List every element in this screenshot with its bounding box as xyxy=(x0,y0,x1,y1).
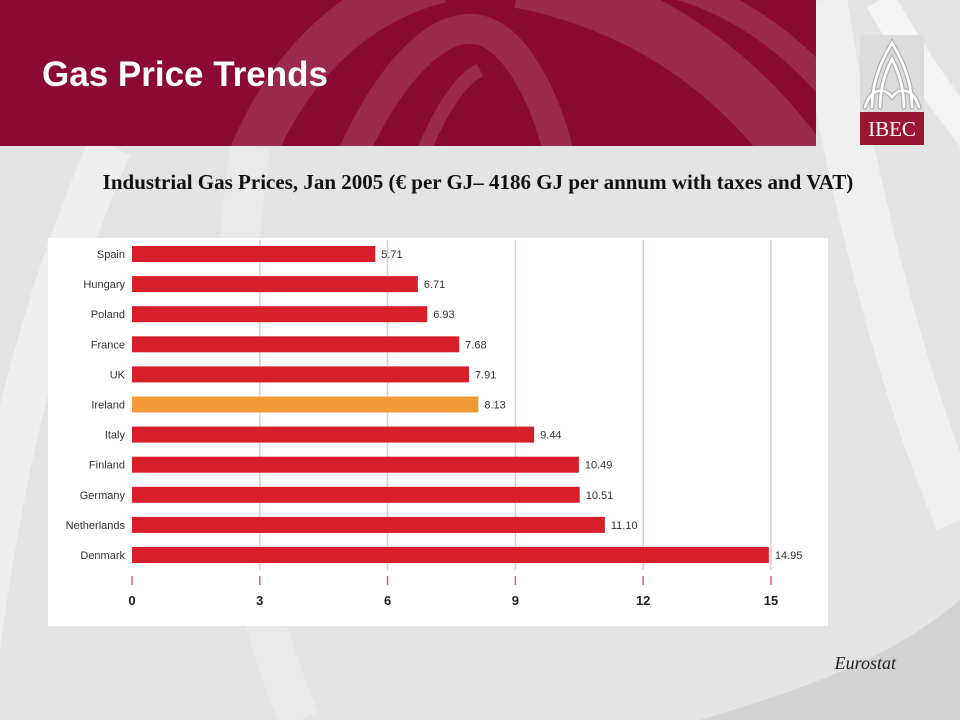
bar-poland xyxy=(132,306,428,323)
bar-chart: Spain 5.71 Hungary 6.71 Poland 6.93 France 7.68… xyxy=(48,238,828,626)
value-label-italy: 9.44 xyxy=(540,430,561,442)
category-label-italy: Italy xyxy=(105,430,126,442)
value-label-ireland: 8.13 xyxy=(484,400,505,412)
x-tick-label-0: 0 xyxy=(128,593,135,608)
logo-text: IBEC xyxy=(868,117,916,141)
arch-decoration xyxy=(797,0,960,530)
title-banner xyxy=(0,0,816,146)
x-tick-label-12: 12 xyxy=(636,593,650,608)
x-tick-label-15: 15 xyxy=(764,593,778,608)
category-label-uk: UK xyxy=(110,369,126,381)
bar-spain xyxy=(132,246,376,262)
logo-band xyxy=(860,112,924,145)
arch-decoration xyxy=(700,600,960,720)
arch-decoration xyxy=(866,0,960,147)
category-label-denmark: Denmark xyxy=(80,550,125,562)
category-label-netherlands: Netherlands xyxy=(66,520,126,532)
x-tick-label-6: 6 xyxy=(384,593,391,608)
x-tick-label-9: 9 xyxy=(512,593,519,608)
banner-arch-pattern xyxy=(230,0,816,146)
value-label-poland: 6.93 xyxy=(433,309,454,321)
value-label-netherlands: 11.10 xyxy=(611,520,638,532)
category-label-hungary: Hungary xyxy=(83,279,125,291)
category-label-spain: Spain xyxy=(97,249,125,261)
value-label-uk: 7.91 xyxy=(475,369,496,381)
category-label-poland: Poland xyxy=(91,309,125,321)
x-tick-label-3: 3 xyxy=(256,593,263,608)
chart-canvas: Spain 5.71 Hungary 6.71 Poland 6.93 France 7.68… xyxy=(66,240,803,608)
source-note: Eurostat xyxy=(834,653,896,673)
value-label-germany: 10.51 xyxy=(586,490,614,502)
bar-hungary xyxy=(132,276,418,293)
slide-title: Gas Price Trends xyxy=(42,55,328,94)
value-label-denmark: 14.95 xyxy=(775,550,803,562)
arch-decoration xyxy=(230,0,447,146)
arch-decoration xyxy=(676,0,816,93)
category-label-france: France xyxy=(91,339,125,351)
bar-ireland xyxy=(132,396,479,413)
category-label-ireland: Ireland xyxy=(91,400,125,412)
bar-italy xyxy=(132,426,535,443)
value-label-finland: 10.49 xyxy=(585,460,613,472)
bar-netherlands xyxy=(132,516,605,533)
arch-decoration xyxy=(339,13,573,146)
bar-germany xyxy=(132,486,580,503)
bar-denmark xyxy=(132,547,769,563)
knot-emblem xyxy=(862,38,922,110)
category-label-germany: Germany xyxy=(80,490,126,502)
ibec-logo: IBEC xyxy=(860,35,924,145)
value-label-spain: 5.71 xyxy=(381,249,402,261)
bar-finland xyxy=(132,456,579,473)
bar-uk xyxy=(132,366,469,383)
bar-france xyxy=(132,336,460,353)
chart-title: Industrial Gas Prices, Jan 2005 (€ per G… xyxy=(102,170,854,194)
arch-decoration xyxy=(0,137,131,651)
arch-decoration xyxy=(514,0,816,146)
value-label-france: 7.68 xyxy=(465,339,486,351)
arch-decoration xyxy=(418,63,484,146)
category-label-finland: Finland xyxy=(89,460,125,472)
value-label-hungary: 6.71 xyxy=(424,279,445,291)
